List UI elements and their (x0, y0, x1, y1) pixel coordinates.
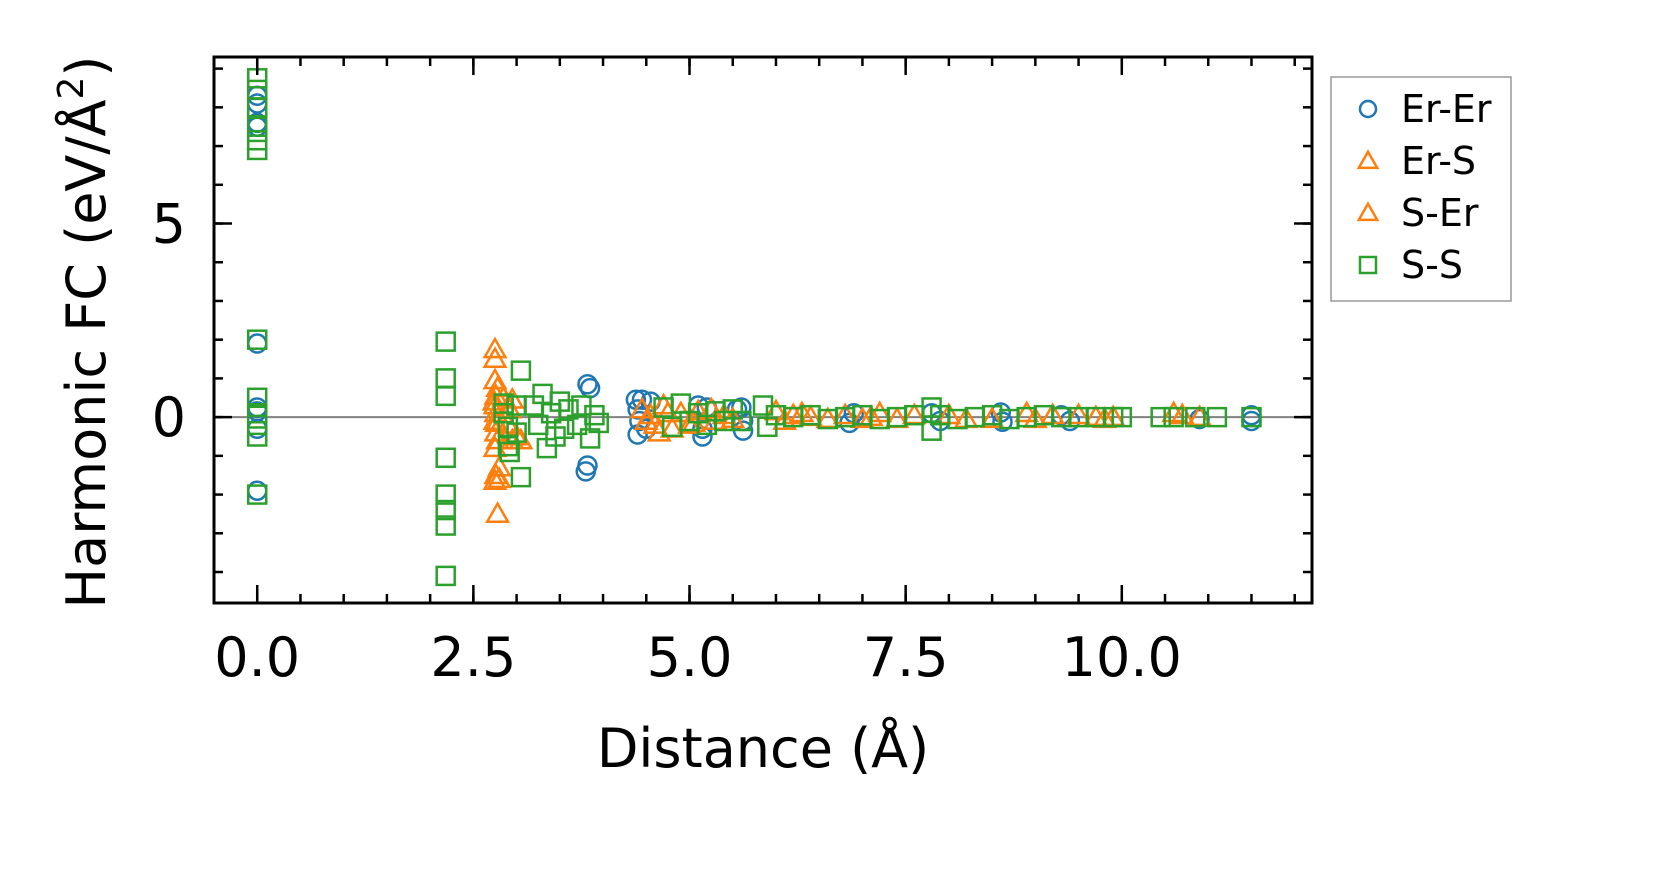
data-point (1066, 402, 1092, 425)
data-point (246, 139, 268, 161)
x-tick-label: 10.0 (1062, 626, 1182, 689)
data-point (1241, 406, 1262, 428)
x-tick-label: 0.0 (214, 626, 300, 689)
data-point (1185, 406, 1206, 428)
data-point (246, 403, 268, 424)
data-point (246, 387, 268, 409)
data-point (506, 422, 527, 443)
data-point (246, 329, 268, 350)
data-point (588, 412, 609, 434)
series-er-er (246, 85, 1262, 501)
data-point (482, 336, 508, 359)
y-axis-title: Harmonic FC (eV/Å2) (51, 56, 118, 609)
data-point (832, 402, 858, 425)
data-point (575, 461, 597, 482)
data-point (731, 410, 752, 432)
series-s-er (481, 382, 1187, 489)
plot-frame (212, 55, 1314, 605)
data-point (246, 97, 268, 118)
data-point (584, 404, 605, 426)
y-tick-label: 5 (152, 193, 186, 256)
legend-marker (1358, 255, 1378, 275)
data-point (435, 565, 456, 587)
series-s-s (246, 68, 1262, 587)
legend: Er-Er Er-S S-Er S-S (1330, 76, 1512, 302)
data-point (1206, 406, 1228, 428)
data-point (553, 418, 575, 439)
data-point (979, 406, 1005, 429)
legend-label: Er-Er (1401, 87, 1492, 131)
data-point (677, 412, 703, 434)
data-point (992, 411, 1013, 433)
data-point (631, 389, 653, 410)
data-point (246, 414, 268, 436)
data-point (435, 331, 456, 352)
x-tick-label: 5.0 (647, 626, 733, 689)
data-point (510, 466, 532, 488)
legend-label: S-Er (1401, 191, 1479, 235)
x-tick-label: 2.5 (430, 626, 516, 689)
data-point (1163, 406, 1184, 428)
y-axis-title-superscript: 2 (51, 77, 92, 100)
data-point (486, 466, 512, 489)
data-point (849, 406, 875, 429)
data-point (482, 468, 508, 491)
legend-label: Er-S (1401, 139, 1476, 183)
data-point (435, 368, 456, 389)
data-point (435, 447, 456, 469)
legend-marker (1358, 99, 1378, 119)
data-point (435, 499, 456, 521)
data-point (527, 414, 549, 436)
data-point (435, 515, 456, 536)
data-point (510, 360, 532, 381)
data-point (1111, 406, 1133, 428)
data-point (1150, 406, 1171, 428)
data-points (246, 68, 1262, 587)
data-point (577, 373, 598, 395)
data-point (485, 501, 511, 523)
data-point (1014, 400, 1040, 423)
data-point (246, 484, 268, 505)
legend-label: S-S (1401, 243, 1463, 287)
data-point (435, 484, 456, 505)
data-point (772, 408, 798, 431)
data-point (493, 403, 514, 424)
data-point (485, 427, 511, 450)
legend-marker (1356, 149, 1380, 170)
data-point (482, 346, 508, 369)
data-point (435, 385, 456, 407)
x-axis-title: Distance (Å) (597, 716, 929, 780)
x-tick-label: 7.5 (863, 626, 949, 689)
data-point (246, 116, 268, 137)
data-point (246, 426, 268, 447)
y-axis-title-close: ) (55, 56, 118, 77)
data-point (633, 408, 659, 431)
legend-marker (1356, 201, 1380, 222)
data-point (486, 454, 512, 477)
data-point (780, 402, 806, 425)
data-point (499, 441, 520, 463)
y-axis-title-main: Harmonic FC (eV/Å (54, 99, 118, 608)
axis-ticks: 0.0 2.5 5.0 7.5 10.0 0 5 (152, 57, 1312, 689)
y-tick-label: 0 (152, 386, 186, 449)
